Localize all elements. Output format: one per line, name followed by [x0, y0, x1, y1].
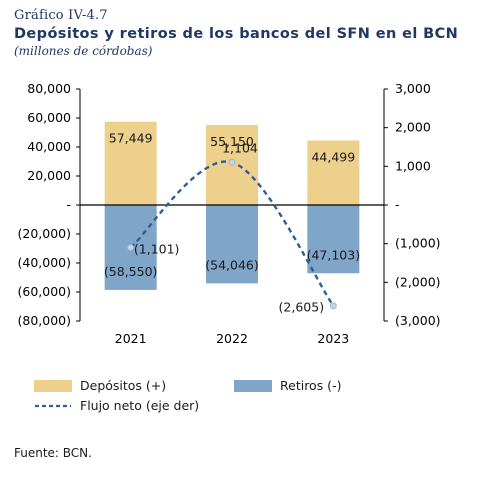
legend-label-depositos: Depósitos (+) — [80, 378, 167, 393]
y-right-tick-label: - — [395, 197, 400, 212]
data-label-retiros: (47,103) — [307, 247, 361, 262]
legend-item-depositos: Depósitos (+) — [34, 378, 166, 393]
y-right-tick-label: (3,000) — [395, 313, 441, 328]
legend-swatch-retiros — [234, 379, 272, 392]
y-right-tick-label: 1,000 — [395, 158, 431, 173]
y-right-tick-label: 3,000 — [395, 81, 431, 96]
bar-retiros-2023 — [307, 205, 360, 274]
legend-item-flujo-neto: Flujo neto (eje der) — [34, 398, 199, 413]
y-left-tick-label: (60,000) — [18, 284, 72, 299]
y-left-tick-label: 80,000 — [27, 81, 71, 96]
figure-number: Gráfico IV-4.7 — [14, 8, 108, 23]
chart-subtitle: (millones de córdobas) — [14, 44, 153, 58]
y-left-tick-label: 40,000 — [27, 139, 71, 154]
x-tick-label: 2022 — [216, 331, 248, 346]
data-label-flujo-neto: 1,104 — [222, 140, 258, 155]
legend-label-retiros: Retiros (-) — [280, 378, 342, 393]
data-label-retiros: (54,046) — [205, 257, 259, 272]
y-left-tick-label: 20,000 — [27, 168, 71, 183]
data-label-flujo-neto: (2,605) — [279, 300, 325, 315]
y-right-tick-label: 2,000 — [395, 120, 431, 135]
point-flujo-neto — [228, 158, 236, 166]
y-left-tick-label: (80,000) — [18, 313, 72, 328]
data-label-depositos: 57,449 — [109, 131, 153, 146]
source-note: Fuente: BCN. — [14, 446, 92, 460]
y-left-tick-label: (40,000) — [18, 255, 72, 270]
x-tick-label: 2023 — [317, 331, 349, 346]
legend-swatch-depositos — [34, 379, 72, 392]
data-label-depositos: 44,499 — [311, 149, 355, 164]
chart-canvas: 80,000 60,000 40,000 20,000 - (20,000) (40,000… — [18, 81, 441, 346]
chart-title: Depósitos y retiros de los bancos del SF… — [14, 26, 459, 42]
y-right-tick-label: (2,000) — [395, 274, 441, 289]
y-left-tick-label: - — [66, 197, 71, 212]
chart-header: Gráfico IV-4.7 Depósitos y retiros de lo… — [14, 8, 458, 58]
point-flujo-neto — [127, 244, 135, 252]
data-label-depositos: 55,150 — [210, 134, 254, 149]
bar-retiros-2022 — [206, 205, 258, 284]
y-left-tick-label: 60,000 — [27, 110, 71, 125]
bar-depositos-2023 — [307, 140, 360, 205]
data-label-retiros: (58,550) — [104, 264, 158, 279]
x-tick-label: 2021 — [115, 331, 147, 346]
y-left-tick-label: (20,000) — [18, 226, 72, 241]
y-right-tick-label: (1,000) — [395, 236, 441, 251]
point-flujo-neto — [329, 302, 337, 310]
legend-label-flujo-neto: Flujo neto (eje der) — [80, 398, 200, 413]
data-label-flujo-neto: (1,101) — [134, 242, 180, 257]
bar-depositos-2021 — [104, 121, 157, 205]
legend-item-retiros: Retiros (-) — [234, 378, 341, 393]
legend-line-flujo-neto — [35, 404, 71, 407]
